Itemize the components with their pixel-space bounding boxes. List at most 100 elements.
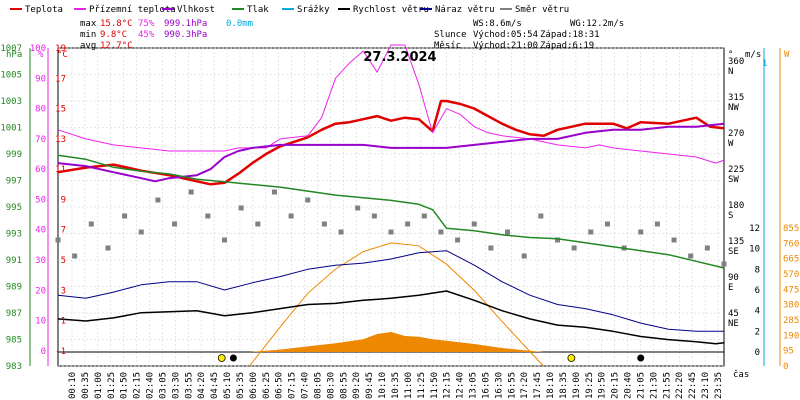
y-tick-wm2: 475 bbox=[783, 285, 799, 295]
series-line-tlak bbox=[57, 154, 725, 269]
x-tick-label: 07:15 bbox=[288, 372, 298, 399]
x-tick-label: 09:45 bbox=[365, 372, 375, 399]
x-tick-label: 16:05 bbox=[481, 372, 491, 399]
x-tick-label: 19:50 bbox=[598, 372, 608, 399]
y-tick-deg: 45 bbox=[728, 309, 739, 319]
y-tick-degc: 17 bbox=[55, 74, 66, 84]
x-tick-label: 18:10 bbox=[546, 372, 556, 399]
x-tick-label: 01:00 bbox=[94, 372, 104, 399]
unit-deg: ° bbox=[728, 50, 733, 60]
x-tick-label: 06:00 bbox=[249, 372, 259, 399]
y-tick-compass: NE bbox=[728, 319, 739, 329]
wind-direction-point bbox=[588, 229, 594, 235]
x-tick-label: 20:40 bbox=[624, 372, 634, 399]
x-tick-label: 17:45 bbox=[533, 372, 543, 399]
stat-max-label: max bbox=[80, 19, 97, 29]
stat-sun-label: Slunce bbox=[434, 30, 467, 40]
wind-direction-point bbox=[188, 189, 194, 195]
stat-min-hum: 45% bbox=[138, 30, 155, 40]
stat-min-temp: 9.8°C bbox=[100, 30, 127, 40]
legend-label: Náraz větru bbox=[435, 5, 495, 15]
y-tick-wm2: 380 bbox=[783, 301, 799, 311]
stat-sun-rise: Východ:05:54 bbox=[473, 30, 538, 40]
wind-direction-point bbox=[421, 213, 427, 219]
y-tick-ms: 6 bbox=[755, 286, 760, 296]
chart-title: 27.3.2024 bbox=[363, 50, 436, 65]
y-tick-pct: 100 bbox=[30, 44, 46, 54]
y-tick-degc: 3 bbox=[61, 286, 66, 296]
wind-direction-point bbox=[321, 221, 327, 227]
moon-marker-icon bbox=[637, 354, 645, 362]
sun-marker-icon bbox=[567, 354, 576, 362]
x-tick-label: 21:30 bbox=[649, 372, 659, 399]
x-tick-label: 07:40 bbox=[301, 372, 311, 399]
x-tick-label: 04:45 bbox=[210, 372, 220, 399]
x-tick-label: 01:50 bbox=[120, 372, 130, 399]
wind-direction-point bbox=[371, 213, 377, 219]
stat-max-hum: 75% bbox=[138, 19, 155, 29]
stat-min-label: min bbox=[80, 30, 96, 40]
wind-direction-point bbox=[138, 229, 144, 235]
sun-path-line bbox=[249, 242, 544, 367]
y-tick-pct: 0 bbox=[41, 347, 46, 357]
legend-label: Vlhkost bbox=[177, 5, 215, 15]
x-tick-label: 20:15 bbox=[611, 372, 621, 399]
wind-direction-point bbox=[72, 253, 78, 259]
y-tick-degc: 5 bbox=[61, 256, 66, 266]
x-tick-label: 01:25 bbox=[107, 372, 117, 399]
x-tick-label: 16:55 bbox=[507, 372, 517, 399]
y-tick-wm2: 190 bbox=[783, 331, 799, 341]
wind-direction-point bbox=[721, 261, 727, 267]
y-tick-deg: 270 bbox=[728, 129, 744, 139]
y-tick-hpa: 995 bbox=[6, 203, 22, 213]
radiation-area bbox=[249, 332, 544, 352]
wind-direction-point bbox=[571, 245, 577, 251]
unit-wm2: W bbox=[784, 50, 790, 60]
wind-direction-point bbox=[555, 237, 560, 243]
stat-moon-rise: Východ:21:00 bbox=[473, 41, 538, 51]
y-tick-degc: 11 bbox=[55, 165, 66, 175]
legend-label: Rychlost větru bbox=[353, 5, 429, 15]
y-tick-pct: 90 bbox=[35, 74, 46, 84]
x-tick-label: 03:55 bbox=[184, 372, 194, 399]
y-tick-compass: S bbox=[728, 211, 733, 221]
y-tick-deg: 90 bbox=[728, 273, 739, 283]
unit-ms: m/s bbox=[745, 50, 761, 60]
y-tick-hpa: 989 bbox=[6, 283, 22, 293]
wind-direction-point bbox=[355, 205, 361, 211]
sun-marker-icon bbox=[217, 354, 226, 362]
x-tick-label: 05:35 bbox=[236, 372, 246, 399]
series-line-teplota bbox=[57, 99, 725, 186]
x-tick-label: 13:05 bbox=[469, 372, 479, 399]
wind-direction-point bbox=[438, 229, 444, 235]
y-tick-pct: 80 bbox=[35, 105, 46, 115]
x-tick-label: 11:00 bbox=[404, 372, 414, 399]
stat-moon-set: Západ:6:19 bbox=[540, 41, 594, 51]
y-tick-degc: 1 bbox=[61, 317, 66, 327]
wind-direction-point bbox=[55, 237, 61, 243]
x-tick-label: 23:10 bbox=[701, 372, 711, 399]
y-tick-compass: E bbox=[728, 283, 733, 293]
x-tick-label: 22:45 bbox=[688, 372, 698, 399]
y-tick-hpa: 985 bbox=[6, 336, 22, 346]
stat-ws: WS:8.6m/s bbox=[473, 19, 522, 29]
y-tick-degc: 9 bbox=[61, 195, 66, 205]
x-tick-label: 11:50 bbox=[430, 372, 440, 399]
wind-direction-point bbox=[604, 221, 610, 227]
y-tick-compass: NW bbox=[728, 103, 739, 113]
y-tick-degc: -1 bbox=[55, 347, 66, 357]
wind-direction-point bbox=[538, 213, 544, 219]
y-tick-pct: 50 bbox=[35, 195, 46, 205]
y-tick-deg: 360 bbox=[728, 57, 744, 67]
stat-moon-label: Měsíc bbox=[434, 41, 461, 51]
wind-direction-point bbox=[205, 213, 211, 219]
wind-direction-point bbox=[505, 229, 511, 235]
x-tick-label: 03:05 bbox=[158, 372, 168, 399]
wind-direction-point bbox=[455, 237, 461, 243]
y-tick-compass: N bbox=[728, 67, 733, 77]
x-tick-label: 08:55 bbox=[339, 372, 349, 399]
y-tick-ms: 8 bbox=[755, 265, 760, 275]
wind-direction-point bbox=[388, 229, 394, 235]
x-tick-label: 03:30 bbox=[171, 372, 181, 399]
stat-sun-set: Západ:18:31 bbox=[540, 30, 600, 40]
